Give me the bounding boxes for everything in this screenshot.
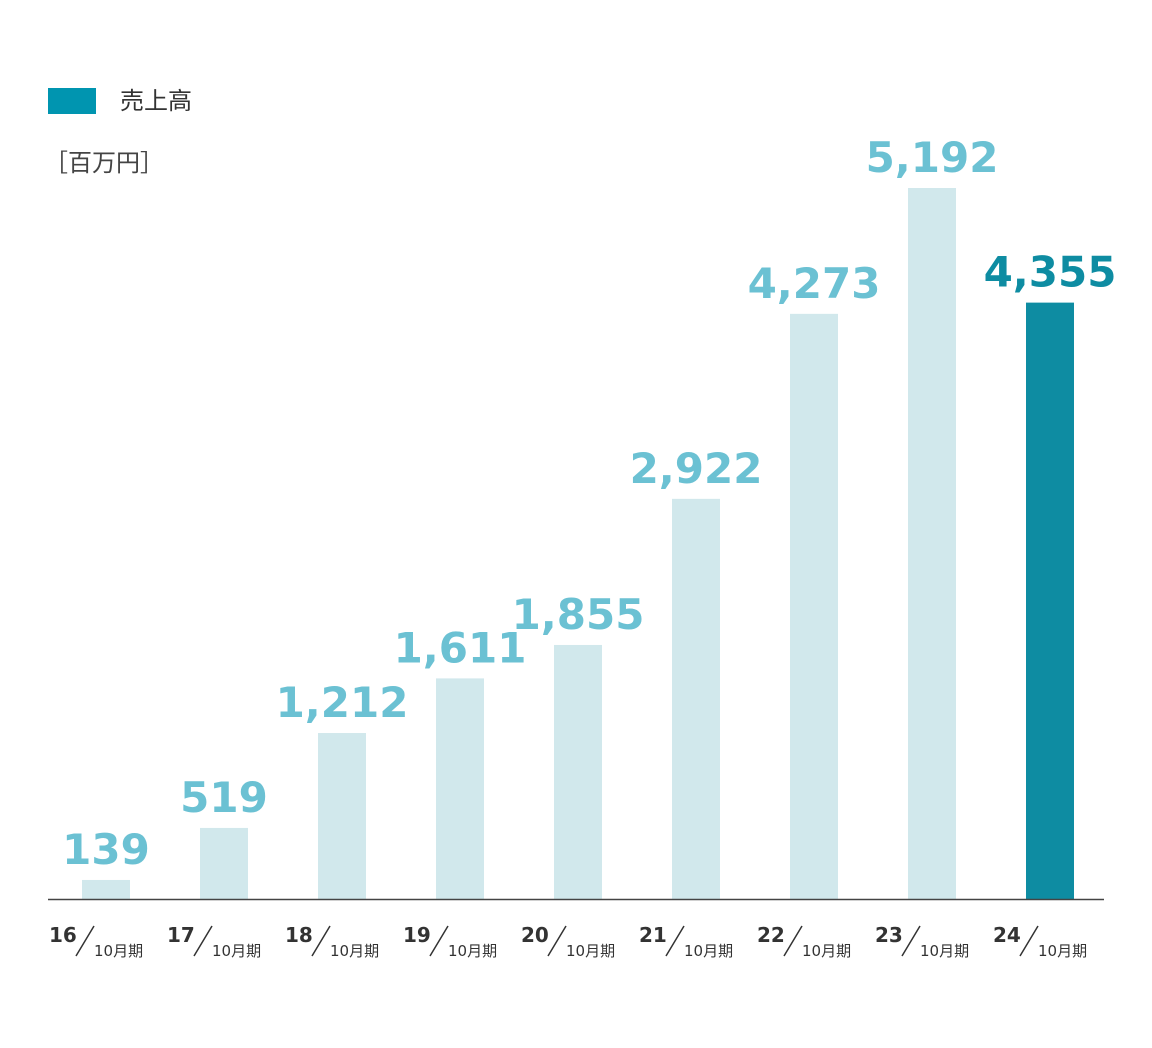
- tick-period: 10月期: [920, 942, 969, 960]
- bar-23: [908, 188, 956, 899]
- tick-period: 10月期: [802, 942, 851, 960]
- tick-slash: [665, 925, 685, 957]
- tick-slash: [547, 925, 567, 957]
- tick-year: 20: [521, 923, 549, 947]
- tick-year: 18: [285, 923, 313, 947]
- tick-year: 22: [757, 923, 785, 947]
- bar-18: [318, 733, 366, 899]
- value-label-18: 1,212: [276, 678, 409, 727]
- x-tick-label-19: 19 10月期: [403, 923, 497, 960]
- tick-year: 23: [875, 923, 903, 947]
- x-tick-label-21: 21 10月期: [639, 923, 733, 960]
- tick-period: 10月期: [212, 942, 261, 960]
- tick-period: 10月期: [566, 942, 615, 960]
- tick-year: 21: [639, 923, 667, 947]
- value-label-19: 1,611: [394, 623, 527, 672]
- bar-22: [790, 313, 838, 899]
- tick-year: 24: [993, 923, 1021, 947]
- unit-label: ［百万円］: [44, 149, 164, 177]
- tick-slash: [901, 925, 921, 957]
- bar-19: [436, 678, 484, 899]
- tick-slash: [429, 925, 449, 957]
- x-tick-label-18: 18 10月期: [285, 923, 379, 960]
- x-tick-label-16: 16 10月期: [49, 923, 143, 960]
- bar-24: [1026, 302, 1074, 899]
- value-label-16: 139: [62, 825, 150, 874]
- x-tick-label-24: 24 10月期: [993, 923, 1087, 960]
- value-label-22: 4,273: [748, 259, 881, 308]
- x-tick-label-22: 22 10月期: [757, 923, 851, 960]
- tick-slash: [75, 925, 95, 957]
- legend-swatch: [48, 88, 96, 114]
- chart-legend: 売上高: [48, 86, 192, 116]
- value-label-20: 1,855: [512, 590, 645, 639]
- tick-period: 10月期: [330, 942, 379, 960]
- tick-period: 10月期: [1038, 942, 1087, 960]
- tick-period: 10月期: [684, 942, 733, 960]
- x-tick-label-20: 20 10月期: [521, 923, 615, 960]
- tick-slash: [311, 925, 331, 957]
- bar-21: [672, 498, 720, 899]
- tick-year: 17: [167, 923, 195, 947]
- x-tick-label-23: 23 10月期: [875, 923, 969, 960]
- tick-year: 19: [403, 923, 431, 947]
- value-label-23: 5,192: [866, 133, 999, 182]
- tick-period: 10月期: [94, 942, 143, 960]
- tick-slash: [1019, 925, 1039, 957]
- tick-slash: [783, 925, 803, 957]
- bar-17: [200, 827, 248, 899]
- x-tick-label-17: 17 10月期: [167, 923, 261, 960]
- value-label-24: 4,355: [984, 248, 1117, 297]
- tick-year: 16: [49, 923, 77, 947]
- tick-slash: [193, 925, 213, 957]
- tick-period: 10月期: [448, 942, 497, 960]
- bar-16: [82, 879, 130, 899]
- bar-20: [554, 644, 602, 899]
- legend-label: 売上高: [120, 87, 192, 115]
- value-label-21: 2,922: [630, 444, 763, 493]
- value-label-17: 519: [180, 773, 268, 822]
